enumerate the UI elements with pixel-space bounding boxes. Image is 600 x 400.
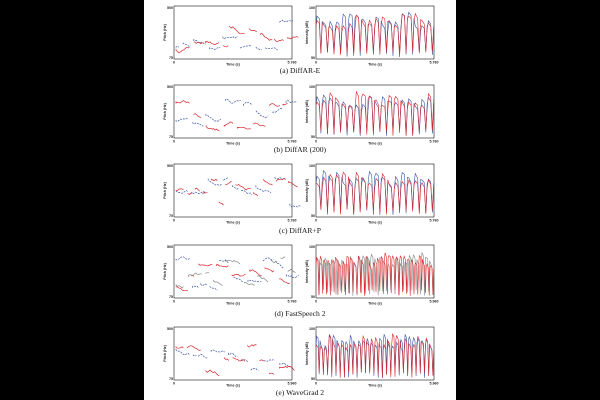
- panel-a-pitch-ytick-max: 500: [167, 6, 173, 10]
- panel-b-intensity-xlabel: Time (s): [368, 142, 383, 146]
- panel-c-intensity-series-red: [315, 171, 434, 215]
- panel-d-pitch-ylabel: Pitch (Hz): [163, 262, 167, 279]
- panel-e-intensity-ytick-max: 100: [309, 327, 315, 331]
- panel-d-intensity-series-gray: [315, 252, 435, 296]
- panel-c-pitch-xtick-min: 0: [173, 219, 175, 223]
- panel-e-intensity-series-red: [315, 333, 435, 378]
- panel-c-pitch-ytick-min: 75: [169, 214, 173, 218]
- panel-b-pitch-ytick-max: 500: [167, 85, 173, 89]
- panel-c-intensity-xtick-max: 5.760: [430, 219, 439, 223]
- panel-a-intensity-ylabel: Intensity (dB): [305, 20, 309, 44]
- panel-a-pitch-series-red: [175, 25, 299, 53]
- panel-c-intensity-ylabel: Intensity (dB): [305, 178, 309, 202]
- caption-e: (e) WaveGrad 2: [275, 388, 325, 397]
- panel-c-intensity-xlabel: Time (s): [368, 221, 383, 225]
- panel-c-intensity-ytick-min: 50: [311, 214, 315, 218]
- panel-a-pitch-frame: [173, 5, 293, 60]
- panel-d-intensity-xtick-max: 5.960: [430, 300, 439, 304]
- panel-b-pitch-ytick-min: 75: [169, 135, 173, 139]
- panel-a-intensity-frame: [315, 5, 435, 60]
- panel-e-pitch-series-red: [175, 344, 295, 377]
- panel-d-intensity-ylabel: Intensity (dB): [305, 259, 309, 283]
- panel-a-intensity-ytick-min: 50: [311, 56, 315, 60]
- panel-c-pitch-ylabel: Pitch (Hz): [163, 181, 167, 198]
- panel-a-pitch-xlabel: Time (s): [226, 63, 241, 67]
- panel-d-pitch-series-blue: [175, 256, 299, 291]
- panel-b-intensity-xtick-max: 5.760: [430, 140, 439, 144]
- panel-d-intensity-ytick-min: 50: [311, 295, 315, 299]
- panel-e-intensity-xtick-max: 5.960: [430, 382, 439, 386]
- panel-c-pitch-series-red: [175, 178, 298, 206]
- panel-b-intensity-ytick-max: 100: [309, 85, 315, 89]
- panel-b-intensity-frame: [315, 84, 435, 139]
- panel-e-intensity-ytick-min: 50: [311, 377, 315, 381]
- panel-b-pitch-frame: [173, 84, 293, 139]
- panel-e-pitch-ylabel: Pitch (Hz): [163, 344, 167, 361]
- panel-e-intensity-xlabel: Time (s): [368, 384, 383, 388]
- panel-c-pitch-frame: [173, 163, 293, 218]
- panel-a-intensity-xtick-min: 0: [315, 61, 317, 65]
- panel-b-intensity-xtick-min: 0: [315, 140, 317, 144]
- panel-b-pitch-xtick-min: 0: [173, 140, 175, 144]
- figure-page: 500 75 0 5.760 Time (s) Pitch (Hz) 100 50 0 5.760…: [144, 0, 456, 400]
- panel-d-pitch-xlabel: Time (s): [226, 302, 241, 306]
- panel-d-pitch-frame: [173, 244, 293, 299]
- panel-d-pitch-xtick-min: 0: [173, 300, 175, 304]
- panel-e-pitch-xtick-max: 5.960: [288, 382, 297, 386]
- panel-b-pitch-ylabel: Pitch (Hz): [163, 102, 167, 119]
- panel-c-pitch-xlabel: Time (s): [226, 221, 241, 225]
- panel-a-intensity-xtick-max: 5.760: [430, 61, 439, 65]
- panel-b-pitch-xlabel: Time (s): [226, 142, 241, 146]
- panel-b-pitch-series-red: [175, 100, 288, 132]
- panel-e-pitch-ytick-max: 500: [167, 327, 173, 331]
- panel-b-pitch-series-blue: [175, 98, 297, 127]
- panel-a-pitch-ytick-min: 75: [169, 56, 173, 60]
- panel-b-intensity-ylabel: Intensity (dB): [305, 99, 309, 123]
- caption-c: (c) DiffAR+P: [279, 226, 321, 235]
- panel-a-pitch-xtick-min: 0: [173, 61, 175, 65]
- panel-d-pitch-ytick-max: 500: [167, 245, 173, 249]
- panel-e-pitch-ytick-min: 75: [169, 377, 173, 381]
- panel-b-intensity-series-red: [315, 90, 434, 136]
- panel-b-pitch-xtick-max: 5.760: [288, 140, 297, 144]
- panel-c-intensity-xtick-min: 0: [315, 219, 317, 223]
- panel-d-intensity-xtick-min: 0: [315, 300, 317, 304]
- panel-e-pitch-xtick-min: 0: [173, 382, 175, 386]
- panel-a-pitch-xtick-max: 5.760: [288, 61, 297, 65]
- caption-b: (b) DiffAR (200): [273, 145, 327, 154]
- panel-b-intensity-ytick-min: 50: [311, 135, 315, 139]
- panel-c-intensity-ytick-max: 100: [309, 164, 315, 168]
- panel-d-pitch-series-gray: [175, 256, 296, 289]
- panel-d-intensity-xlabel: Time (s): [368, 302, 383, 306]
- panel-a-pitch-ylabel: Pitch (Hz): [163, 23, 167, 40]
- panel-d-pitch-ytick-min: 75: [169, 295, 173, 299]
- panel-d-intensity-series-red: [315, 252, 435, 296]
- panel-c-intensity-frame: [315, 163, 435, 218]
- panel-a-intensity-series-red: [315, 12, 434, 58]
- panel-d-pitch-xtick-max: 5.760: [288, 300, 297, 304]
- caption-d: (d) FastSpeech 2: [274, 309, 326, 318]
- panel-e-intensity-xtick-min: 0: [315, 382, 317, 386]
- panel-d-intensity-ytick-max: 100: [309, 245, 315, 249]
- panel-c-pitch-xtick-max: 5.760: [288, 219, 297, 223]
- caption-a: (a) DiffAR-E: [279, 66, 321, 75]
- panel-a-intensity-ytick-max: 100: [309, 6, 315, 10]
- panel-c-pitch-series-blue: [175, 177, 301, 208]
- panel-e-pitch-xlabel: Time (s): [226, 384, 241, 388]
- panel-e-intensity-ylabel: Intensity (dB): [305, 341, 309, 365]
- panel-a-intensity-xlabel: Time (s): [368, 63, 383, 67]
- panel-c-pitch-ytick-max: 500: [167, 164, 173, 168]
